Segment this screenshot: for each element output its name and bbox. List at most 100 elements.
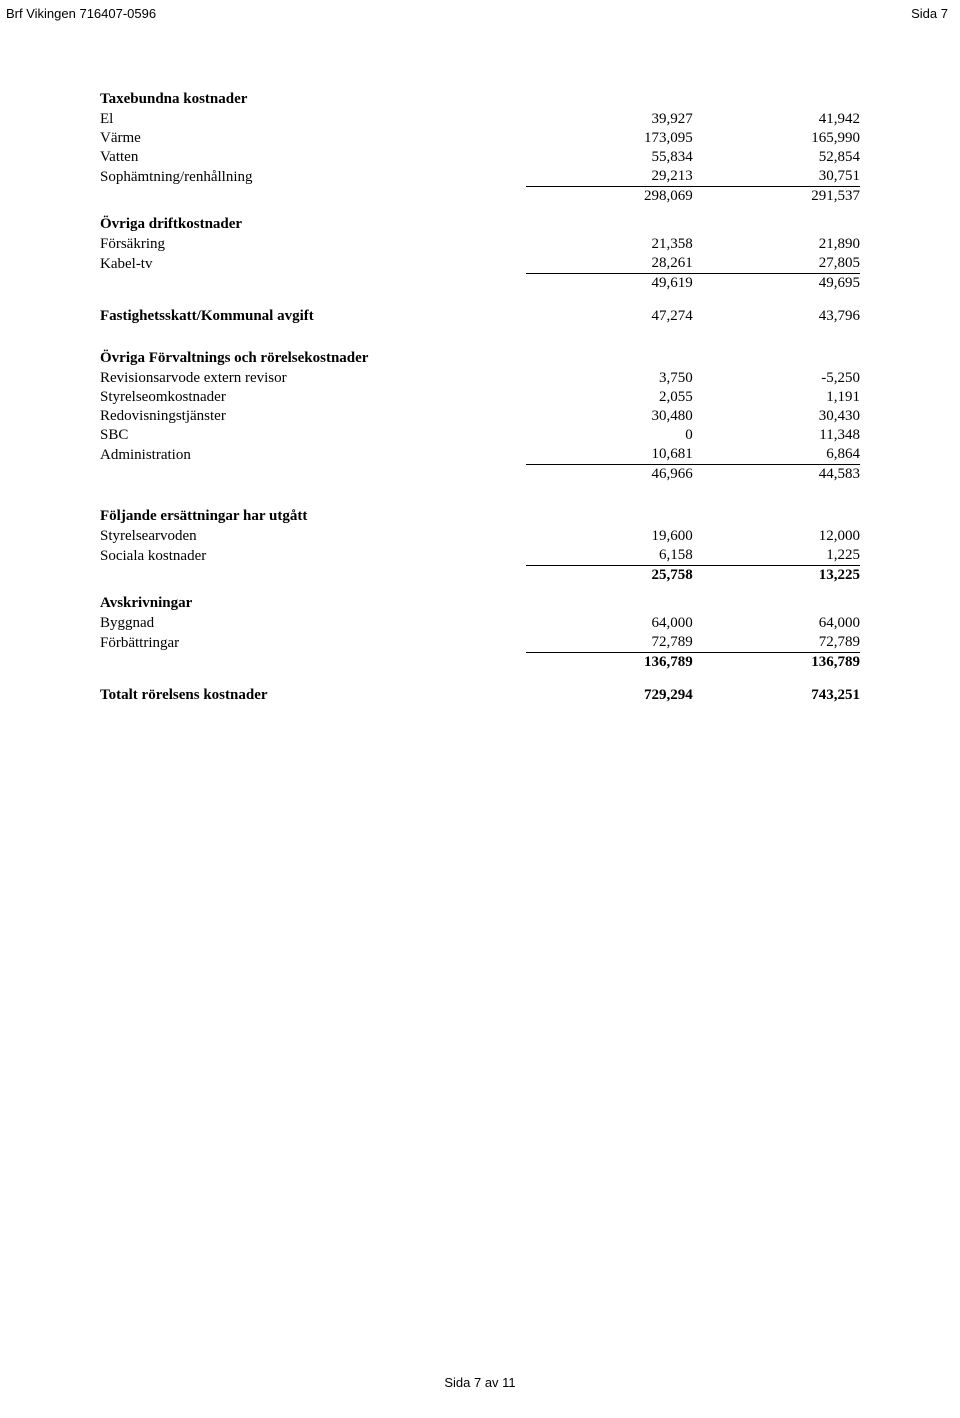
row-val2: 52,854: [693, 148, 860, 167]
subtotal-val2: 49,695: [693, 274, 860, 294]
row-val1: 64,000: [526, 614, 693, 633]
row-val1: 2,055: [526, 388, 693, 407]
row-val1: 0: [526, 426, 693, 445]
table-row: Förbättringar 72,789 72,789: [100, 633, 860, 653]
row-val1: 39,927: [526, 110, 693, 129]
table-subtotal: 25,758 13,225: [100, 566, 860, 586]
row-label: Administration: [100, 445, 526, 465]
row-val2: 21,890: [693, 235, 860, 254]
row-val2: 41,942: [693, 110, 860, 129]
row-label: Styrelseomkostnader: [100, 388, 526, 407]
row-label: Sociala kostnader: [100, 546, 526, 566]
page-footer: Sida 7 av 11: [0, 1375, 960, 1390]
row-label: Fastighetsskatt/Kommunal avgift: [100, 307, 526, 326]
section-title-taxebundna: Taxebundna kostnader: [100, 91, 860, 108]
table-taxebundna: El 39,927 41,942 Värme 173,095 165,990 V…: [100, 110, 860, 206]
header-right: Sida 7: [911, 6, 948, 21]
table-row: Kabel-tv 28,261 27,805: [100, 254, 860, 274]
row-val1: 6,158: [526, 546, 693, 566]
table-row: Styrelseomkostnader 2,055 1,191: [100, 388, 860, 407]
subtotal-val1: 298,069: [526, 187, 693, 207]
row-val2: 43,796: [693, 307, 860, 326]
row-val2: 30,751: [693, 167, 860, 187]
table-row: Försäkring 21,358 21,890: [100, 235, 860, 254]
table-row: SBC 0 11,348: [100, 426, 860, 445]
section-title-forvaltnings: Övriga Förvaltnings och rörelsekostnader: [100, 350, 860, 367]
table-subtotal: 298,069 291,537: [100, 187, 860, 207]
row-label: Styrelsearvoden: [100, 527, 526, 546]
row-val1: 30,480: [526, 407, 693, 426]
row-val1: 19,600: [526, 527, 693, 546]
row-val1: 173,095: [526, 129, 693, 148]
table-subtotal: 49,619 49,695: [100, 274, 860, 294]
row-label: Redovisningstjänster: [100, 407, 526, 426]
document-content: Taxebundna kostnader El 39,927 41,942 Vä…: [0, 21, 960, 705]
table-row: Administration 10,681 6,864: [100, 445, 860, 465]
table-drift: Försäkring 21,358 21,890 Kabel-tv 28,261…: [100, 235, 860, 293]
row-label: Sophämtning/renhållning: [100, 167, 526, 187]
subtotal-val1: 49,619: [526, 274, 693, 294]
table-row: Revisionsarvode extern revisor 3,750 -5,…: [100, 369, 860, 388]
table-row: Redovisningstjänster 30,480 30,430: [100, 407, 860, 426]
table-row: Värme 173,095 165,990: [100, 129, 860, 148]
table-row: Vatten 55,834 52,854: [100, 148, 860, 167]
row-val2: 12,000: [693, 527, 860, 546]
row-val2: 11,348: [693, 426, 860, 445]
row-val1: 29,213: [526, 167, 693, 187]
subtotal-val1: 46,966: [526, 465, 693, 485]
row-val2: 64,000: [693, 614, 860, 633]
row-label: Värme: [100, 129, 526, 148]
row-val1: 72,789: [526, 633, 693, 653]
subtotal-val2: 136,789: [693, 653, 860, 673]
row-label: Försäkring: [100, 235, 526, 254]
row-val2: 27,805: [693, 254, 860, 274]
header-left: Brf Vikingen 716407-0596: [6, 6, 156, 21]
row-label: El: [100, 110, 526, 129]
row-label: SBC: [100, 426, 526, 445]
row-label: Förbättringar: [100, 633, 526, 653]
row-val2: 165,990: [693, 129, 860, 148]
row-val2: 1,225: [693, 546, 860, 566]
row-label: Byggnad: [100, 614, 526, 633]
section-title-avskrivningar: Avskrivningar: [100, 595, 860, 612]
row-val1: 729,294: [526, 686, 693, 705]
row-val1: 55,834: [526, 148, 693, 167]
table-ersattningar: Styrelsearvoden 19,600 12,000 Sociala ko…: [100, 527, 860, 585]
table-row: Sociala kostnader 6,158 1,225: [100, 546, 860, 566]
table-row: El 39,927 41,942: [100, 110, 860, 129]
table-forvaltnings: Revisionsarvode extern revisor 3,750 -5,…: [100, 369, 860, 484]
table-row: Styrelsearvoden 19,600 12,000: [100, 527, 860, 546]
row-label: Totalt rörelsens kostnader: [100, 686, 526, 705]
row-val2: 6,864: [693, 445, 860, 465]
table-subtotal: 46,966 44,583: [100, 465, 860, 485]
subtotal-val1: 25,758: [526, 566, 693, 586]
row-val2: 30,430: [693, 407, 860, 426]
row-fastighetsskatt: Fastighetsskatt/Kommunal avgift 47,274 4…: [100, 307, 860, 326]
row-val2: 72,789: [693, 633, 860, 653]
row-val1: 28,261: [526, 254, 693, 274]
table-subtotal: 136,789 136,789: [100, 653, 860, 673]
table-fastighetsskatt: Fastighetsskatt/Kommunal avgift 47,274 4…: [100, 307, 860, 326]
row-val2: 743,251: [693, 686, 860, 705]
table-row: Sophämtning/renhållning 29,213 30,751: [100, 167, 860, 187]
section-title-ersattningar: Följande ersättningar har utgått: [100, 508, 860, 525]
table-totalt: Totalt rörelsens kostnader 729,294 743,2…: [100, 686, 860, 705]
row-val2: -5,250: [693, 369, 860, 388]
subtotal-val1: 136,789: [526, 653, 693, 673]
page-header: Brf Vikingen 716407-0596 Sida 7: [0, 0, 960, 21]
subtotal-val2: 13,225: [693, 566, 860, 586]
row-label: Kabel-tv: [100, 254, 526, 274]
subtotal-val2: 44,583: [693, 465, 860, 485]
row-label: Revisionsarvode extern revisor: [100, 369, 526, 388]
row-label: Vatten: [100, 148, 526, 167]
table-row: Byggnad 64,000 64,000: [100, 614, 860, 633]
row-val1: 10,681: [526, 445, 693, 465]
row-totalt: Totalt rörelsens kostnader 729,294 743,2…: [100, 686, 860, 705]
table-avskrivningar: Byggnad 64,000 64,000 Förbättringar 72,7…: [100, 614, 860, 672]
section-title-drift: Övriga driftkostnader: [100, 216, 860, 233]
row-val1: 21,358: [526, 235, 693, 254]
row-val1: 3,750: [526, 369, 693, 388]
subtotal-val2: 291,537: [693, 187, 860, 207]
row-val1: 47,274: [526, 307, 693, 326]
row-val2: 1,191: [693, 388, 860, 407]
